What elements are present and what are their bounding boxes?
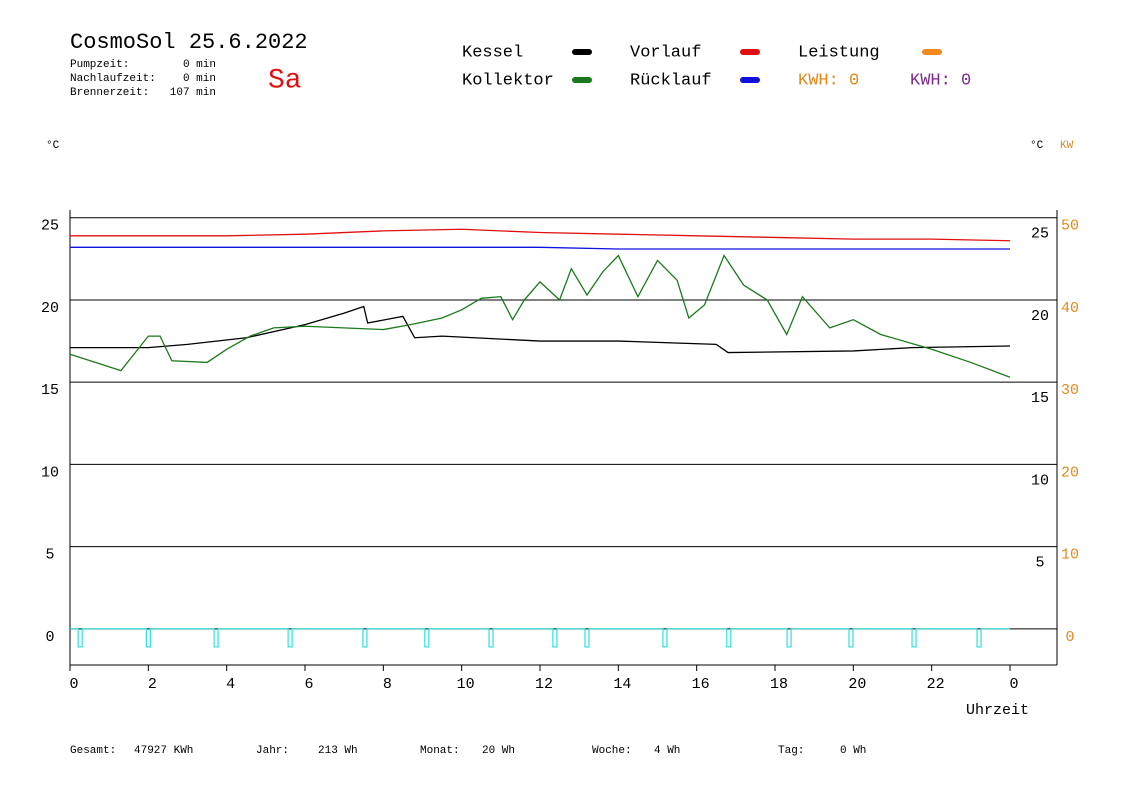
x-tick-label: 0: [1009, 676, 1018, 693]
x-tick-label: 16: [692, 676, 710, 693]
footer-value: 4 Wh: [654, 745, 680, 757]
y2-tick-label: 25: [1031, 226, 1049, 243]
legend-label: Leistung: [798, 43, 880, 62]
x-axis-label: Uhrzeit: [966, 702, 1029, 719]
legend-label: Kessel: [462, 43, 523, 62]
x-tick-label: 0: [69, 676, 78, 693]
series-line: [69, 254, 1011, 378]
stat-value: 0 min: [183, 59, 216, 71]
footer-label: Gesamt:: [70, 745, 116, 757]
x-tick-label: 12: [535, 676, 553, 693]
y-tick-label: 5: [45, 547, 54, 564]
y3-axis-label: KW: [1060, 140, 1074, 152]
stat-label: Pumpzeit:: [70, 59, 129, 71]
x-tick-label: 4: [226, 676, 235, 693]
stat-label: Brennerzeit:: [70, 87, 149, 99]
y2-tick-label: 10: [1031, 472, 1049, 489]
stat-value: 0 min: [183, 73, 216, 85]
x-tick-label: 6: [304, 676, 313, 693]
y2-tick-label: 20: [1031, 308, 1049, 325]
x-tick-label: 8: [383, 676, 392, 693]
footer-value: 47927 KWh: [134, 745, 193, 757]
legend-label: Vorlauf: [630, 43, 701, 62]
y-tick-label: 25: [41, 218, 59, 235]
stat-label: Nachlaufzeit:: [70, 73, 156, 85]
series-line: [70, 305, 1011, 354]
x-tick-label: 14: [613, 676, 631, 693]
footer-label: Monat:: [420, 745, 460, 757]
y3-tick-label: 20: [1061, 464, 1079, 481]
kwh-label: KWH: 0: [910, 71, 971, 90]
y3-tick-label: 0: [1065, 629, 1074, 646]
footer-label: Jahr:: [256, 745, 289, 757]
legend-label: Rücklauf: [630, 71, 712, 90]
y-tick-label: 0: [45, 629, 54, 646]
day: Sa: [268, 65, 302, 96]
y3-tick-label: 30: [1061, 382, 1079, 399]
kwh-label: KWH: 0: [798, 71, 859, 90]
series-line: [70, 228, 1011, 242]
y3-tick-label: 40: [1061, 300, 1079, 317]
y3-tick-label: 50: [1061, 218, 1079, 235]
footer-value: 0 Wh: [840, 745, 866, 757]
stat-value: 107 min: [170, 87, 216, 99]
y3-tick-label: 10: [1061, 547, 1079, 564]
footer-label: Tag:: [778, 745, 804, 757]
y-axis-label: °C: [46, 140, 60, 152]
footer-value: 20 Wh: [482, 745, 515, 757]
x-tick-label: 2: [148, 676, 157, 693]
x-tick-label: 20: [848, 676, 866, 693]
y2-tick-label: 15: [1031, 390, 1049, 407]
series-line: [70, 246, 1010, 250]
footer-value: 213 Wh: [318, 745, 358, 757]
chart-title: CosmoSol 25.6.2022: [70, 30, 308, 55]
y-tick-label: 15: [41, 382, 59, 399]
y-tick-label: 20: [41, 300, 59, 317]
y2-tick-label: 5: [1035, 555, 1044, 572]
pump-line: [70, 628, 1010, 648]
y2-axis-label: °C: [1030, 140, 1044, 152]
x-tick-label: 18: [770, 676, 788, 693]
y-tick-label: 10: [41, 464, 59, 481]
footer-label: Woche:: [592, 745, 632, 757]
legend-label: Kollektor: [462, 71, 554, 90]
x-tick-label: 22: [927, 676, 945, 693]
x-tick-label: 10: [457, 676, 475, 693]
